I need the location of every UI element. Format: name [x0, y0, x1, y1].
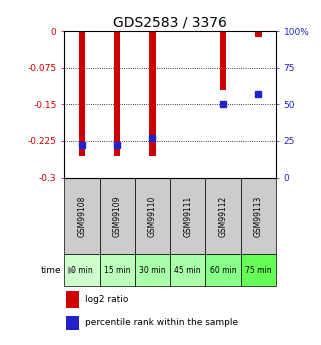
Text: 30 min: 30 min [139, 266, 166, 275]
Bar [205, 178, 241, 254]
Bar [66, 316, 79, 330]
Bar [241, 254, 276, 286]
Text: GSM99112: GSM99112 [219, 195, 228, 237]
Bar [135, 178, 170, 254]
Bar [170, 178, 205, 254]
Text: percentile rank within the sample: percentile rank within the sample [85, 318, 239, 327]
Text: log2 ratio: log2 ratio [85, 295, 129, 304]
Bar [100, 178, 135, 254]
Text: GSM99111: GSM99111 [183, 195, 192, 237]
Bar [149, 31, 156, 156]
Text: 60 min: 60 min [210, 266, 236, 275]
Bar [220, 31, 226, 90]
Bar [64, 178, 100, 254]
Text: 75 min: 75 min [245, 266, 272, 275]
Bar [66, 291, 79, 308]
Bar [255, 31, 262, 37]
Bar [114, 31, 120, 156]
Text: GSM99109: GSM99109 [113, 195, 122, 237]
Bar [205, 254, 241, 286]
Text: GSM99110: GSM99110 [148, 195, 157, 237]
Text: GSM99113: GSM99113 [254, 195, 263, 237]
Title: GDS2583 / 3376: GDS2583 / 3376 [113, 16, 227, 30]
Bar [64, 254, 100, 286]
Bar [241, 178, 276, 254]
Text: 0 min: 0 min [71, 266, 93, 275]
Bar [185, 31, 191, 32]
Text: 15 min: 15 min [104, 266, 130, 275]
Bar [170, 254, 205, 286]
Text: 45 min: 45 min [175, 266, 201, 275]
Text: time: time [41, 266, 61, 275]
Bar [79, 31, 85, 156]
Bar [135, 254, 170, 286]
Text: ▶: ▶ [68, 265, 75, 275]
Bar [100, 254, 135, 286]
Text: GSM99108: GSM99108 [77, 195, 86, 237]
